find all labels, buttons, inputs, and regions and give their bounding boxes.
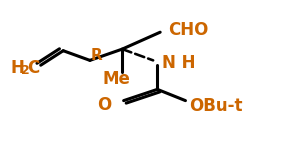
Text: N H: N H (162, 54, 195, 72)
Text: 2: 2 (21, 64, 30, 76)
Text: R: R (91, 48, 103, 63)
Text: C: C (27, 59, 40, 77)
Text: CHO: CHO (169, 21, 209, 39)
Text: O: O (97, 96, 111, 114)
Text: OBu-t: OBu-t (189, 97, 242, 115)
Text: H: H (11, 59, 24, 77)
Text: Me: Me (103, 70, 131, 88)
